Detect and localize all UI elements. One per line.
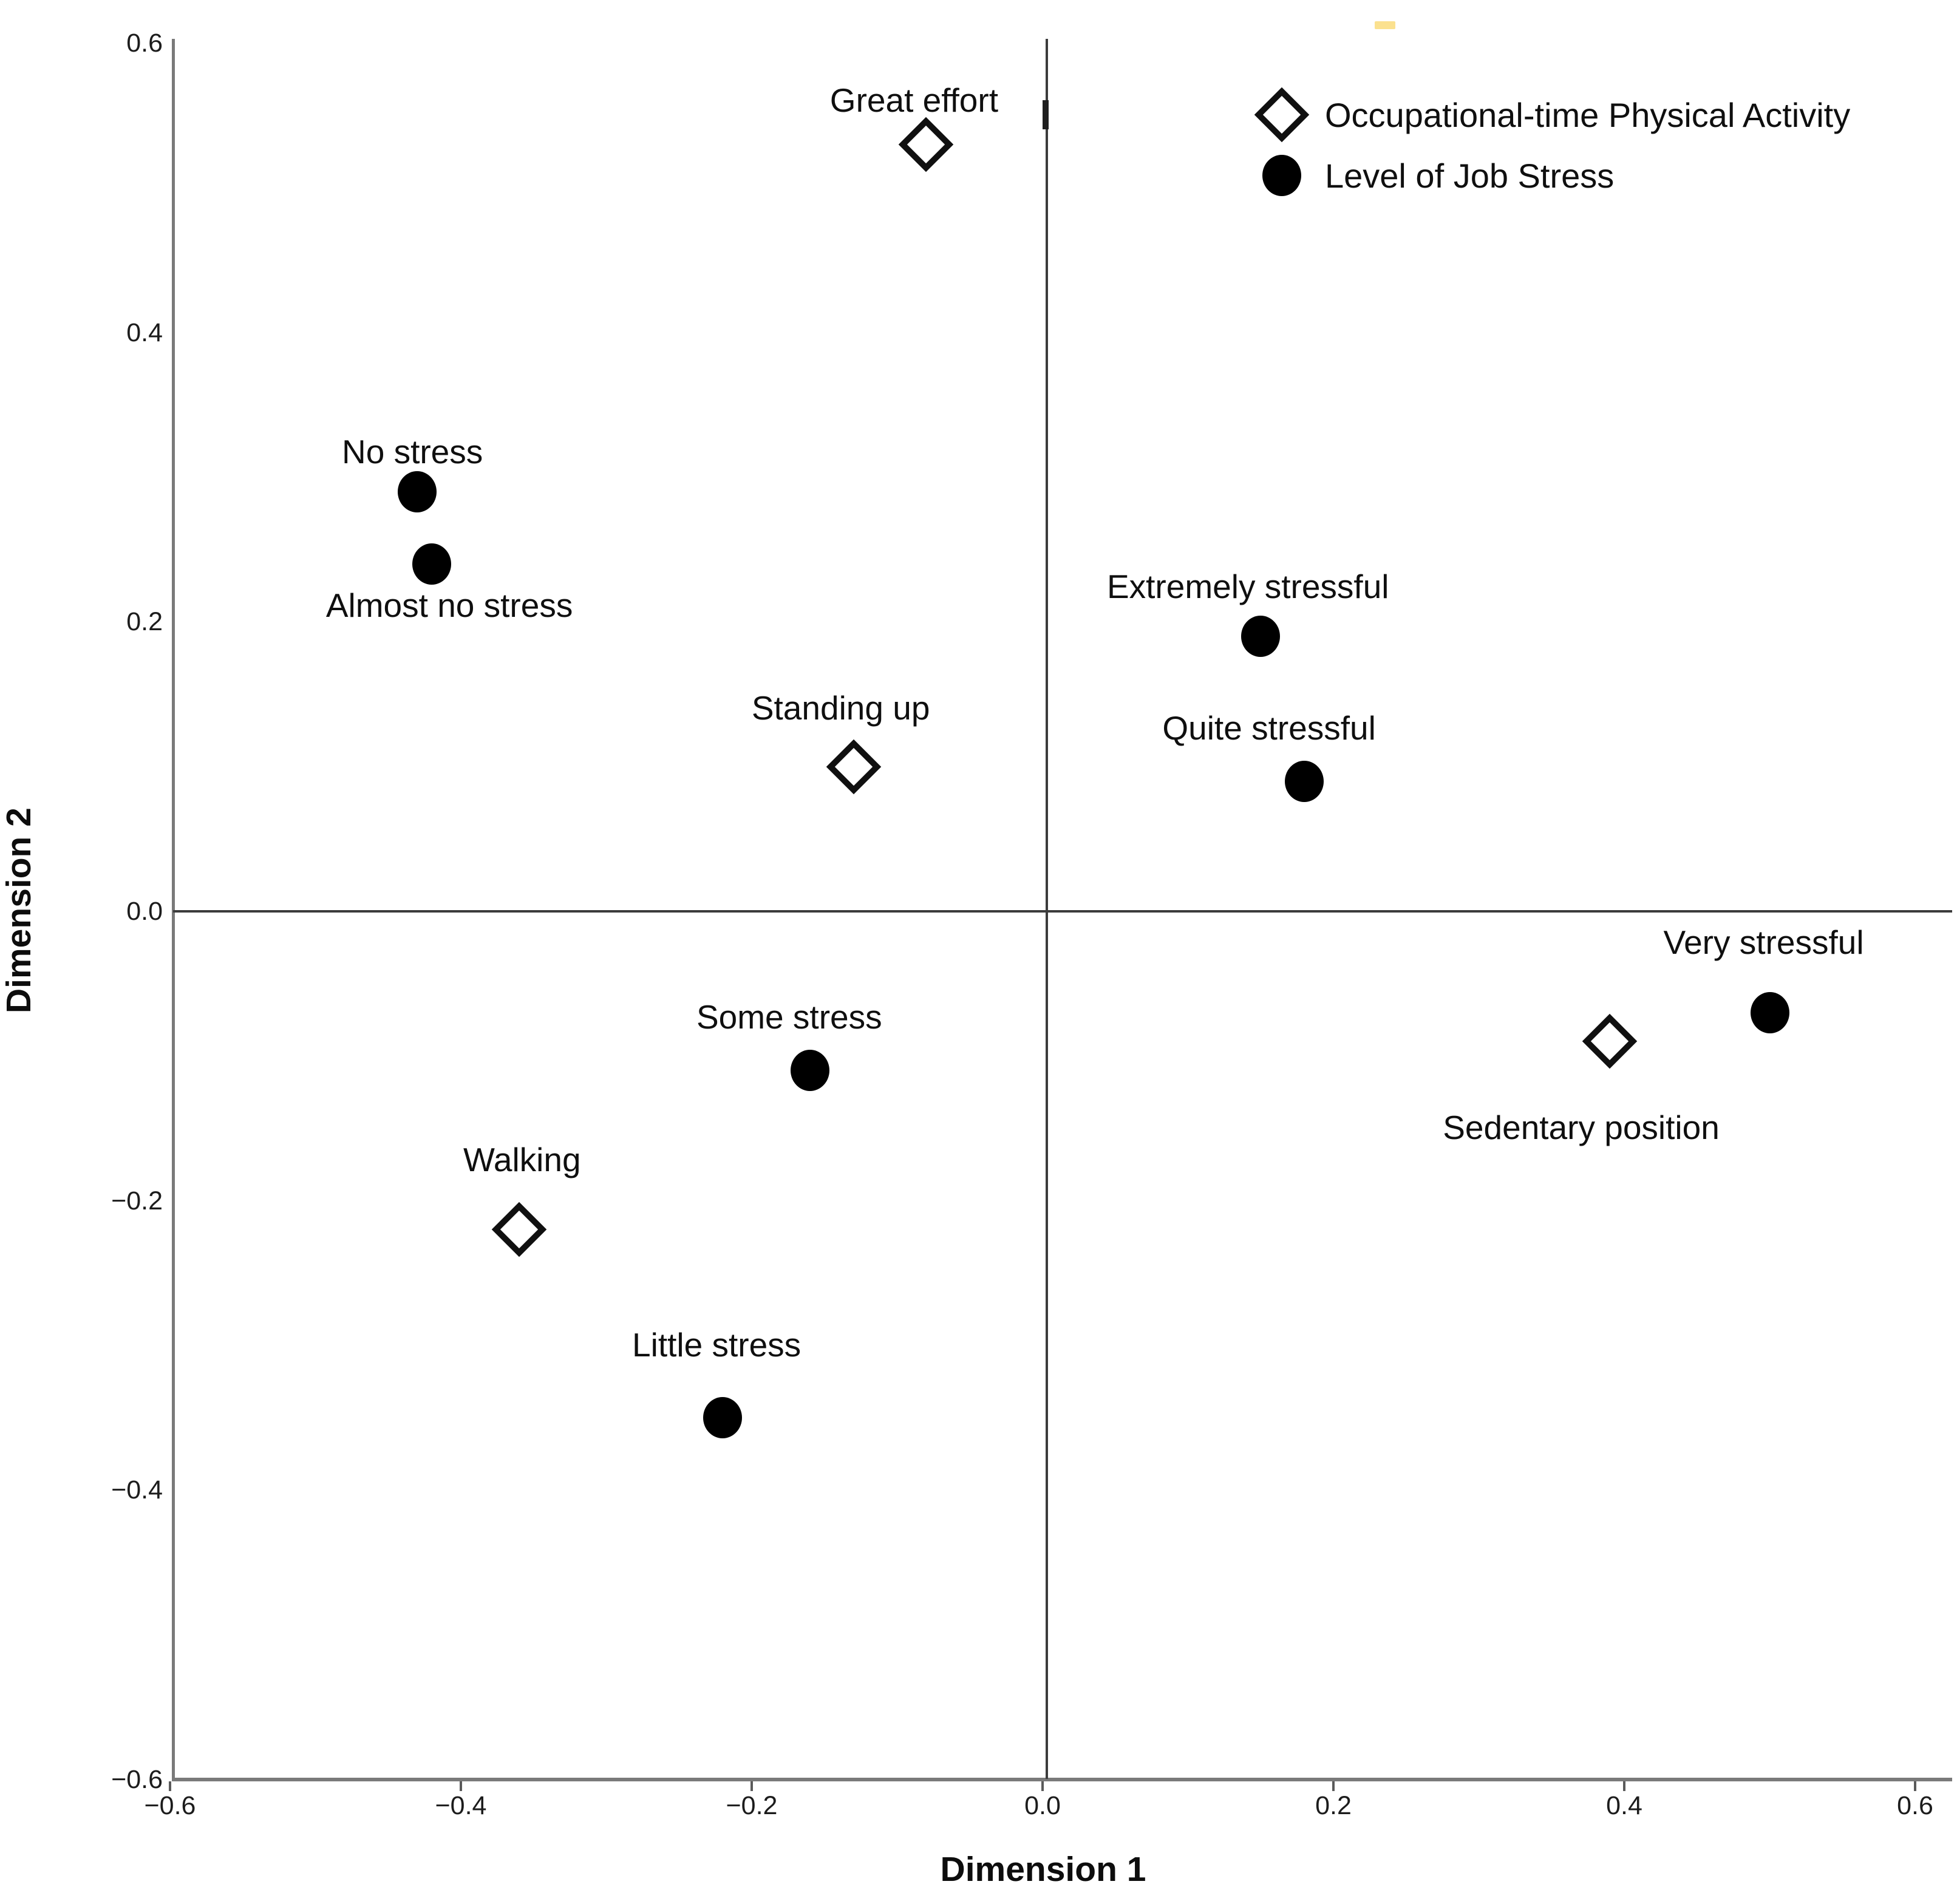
circle-marker [1241, 616, 1281, 658]
circle-marker [412, 543, 452, 585]
data-point-label: Sedentary position [1443, 1109, 1720, 1147]
legend-item: Level of Job Stress [1254, 149, 1850, 202]
y-tick-label: 0.6 [126, 29, 163, 58]
data-point-label: Little stress [632, 1326, 802, 1364]
x-tick-mark [750, 1781, 753, 1791]
data-point-label: Walking [463, 1141, 581, 1179]
data-point-label: Almost no stress [325, 586, 573, 625]
circle-marker [1262, 155, 1301, 196]
x-tick-label: −0.4 [435, 1791, 487, 1820]
legend: Occupational-time Physical Activity Level… [1254, 87, 1851, 202]
circle-marker [703, 1397, 743, 1439]
x-tick-mark [1623, 1781, 1625, 1791]
highlight-artifact [1375, 21, 1395, 29]
circle-marker [398, 471, 437, 512]
zero-line-artifact-mark [1043, 100, 1049, 129]
circle-marker [790, 1050, 829, 1092]
circle-marker [1750, 991, 1789, 1033]
y-axis-line [172, 39, 175, 1781]
circle-marker [1285, 760, 1324, 802]
x-tick-mark [460, 1781, 462, 1791]
diamond-marker [1254, 87, 1310, 143]
horizontal-zero-line [173, 910, 1952, 913]
y-tick-label: −0.4 [111, 1475, 163, 1505]
legend-circle-icon [1254, 148, 1309, 203]
x-tick-label: −0.6 [144, 1791, 196, 1820]
data-point-label: Extremely stressful [1106, 568, 1389, 606]
y-tick-label: 0.0 [126, 897, 163, 926]
y-tick-label: 0.4 [126, 318, 163, 347]
x-tick-mark [1041, 1781, 1044, 1791]
x-tick-mark [1332, 1781, 1335, 1791]
diamond-marker [826, 739, 881, 794]
legend-diamond-icon [1254, 87, 1310, 143]
y-tick-label: −0.2 [111, 1186, 163, 1216]
data-point-label: Quite stressful [1162, 709, 1376, 747]
x-tick-mark [1914, 1781, 1916, 1791]
diamond-marker [491, 1202, 547, 1257]
x-tick-mark [169, 1781, 171, 1791]
data-point-label: Some stress [696, 998, 882, 1036]
data-point-label: Very stressful [1663, 923, 1864, 961]
diamond-marker [1582, 1014, 1638, 1069]
x-tick-label: 0.2 [1315, 1791, 1352, 1820]
x-tick-label: 0.4 [1606, 1791, 1642, 1820]
y-tick-label: 0.2 [126, 607, 163, 637]
x-tick-label: 0.6 [1897, 1791, 1933, 1820]
vertical-zero-line [1046, 39, 1048, 1779]
data-point-label: Standing up [751, 688, 930, 727]
x-axis-title: Dimension 1 [940, 1850, 1146, 1889]
legend-label: Occupational-time Physical Activity [1325, 95, 1851, 134]
x-tick-label: −0.2 [726, 1791, 778, 1820]
legend-item: Occupational-time Physical Activity [1254, 87, 1851, 143]
diamond-marker [899, 117, 954, 172]
legend-label: Level of Job Stress [1325, 156, 1615, 195]
x-tick-label: 0.0 [1024, 1791, 1061, 1820]
y-tick-label: −0.6 [111, 1764, 163, 1794]
x-axis-line [172, 1778, 1952, 1781]
data-point-label: No stress [342, 432, 483, 471]
data-point-label: Great effort [829, 81, 998, 119]
